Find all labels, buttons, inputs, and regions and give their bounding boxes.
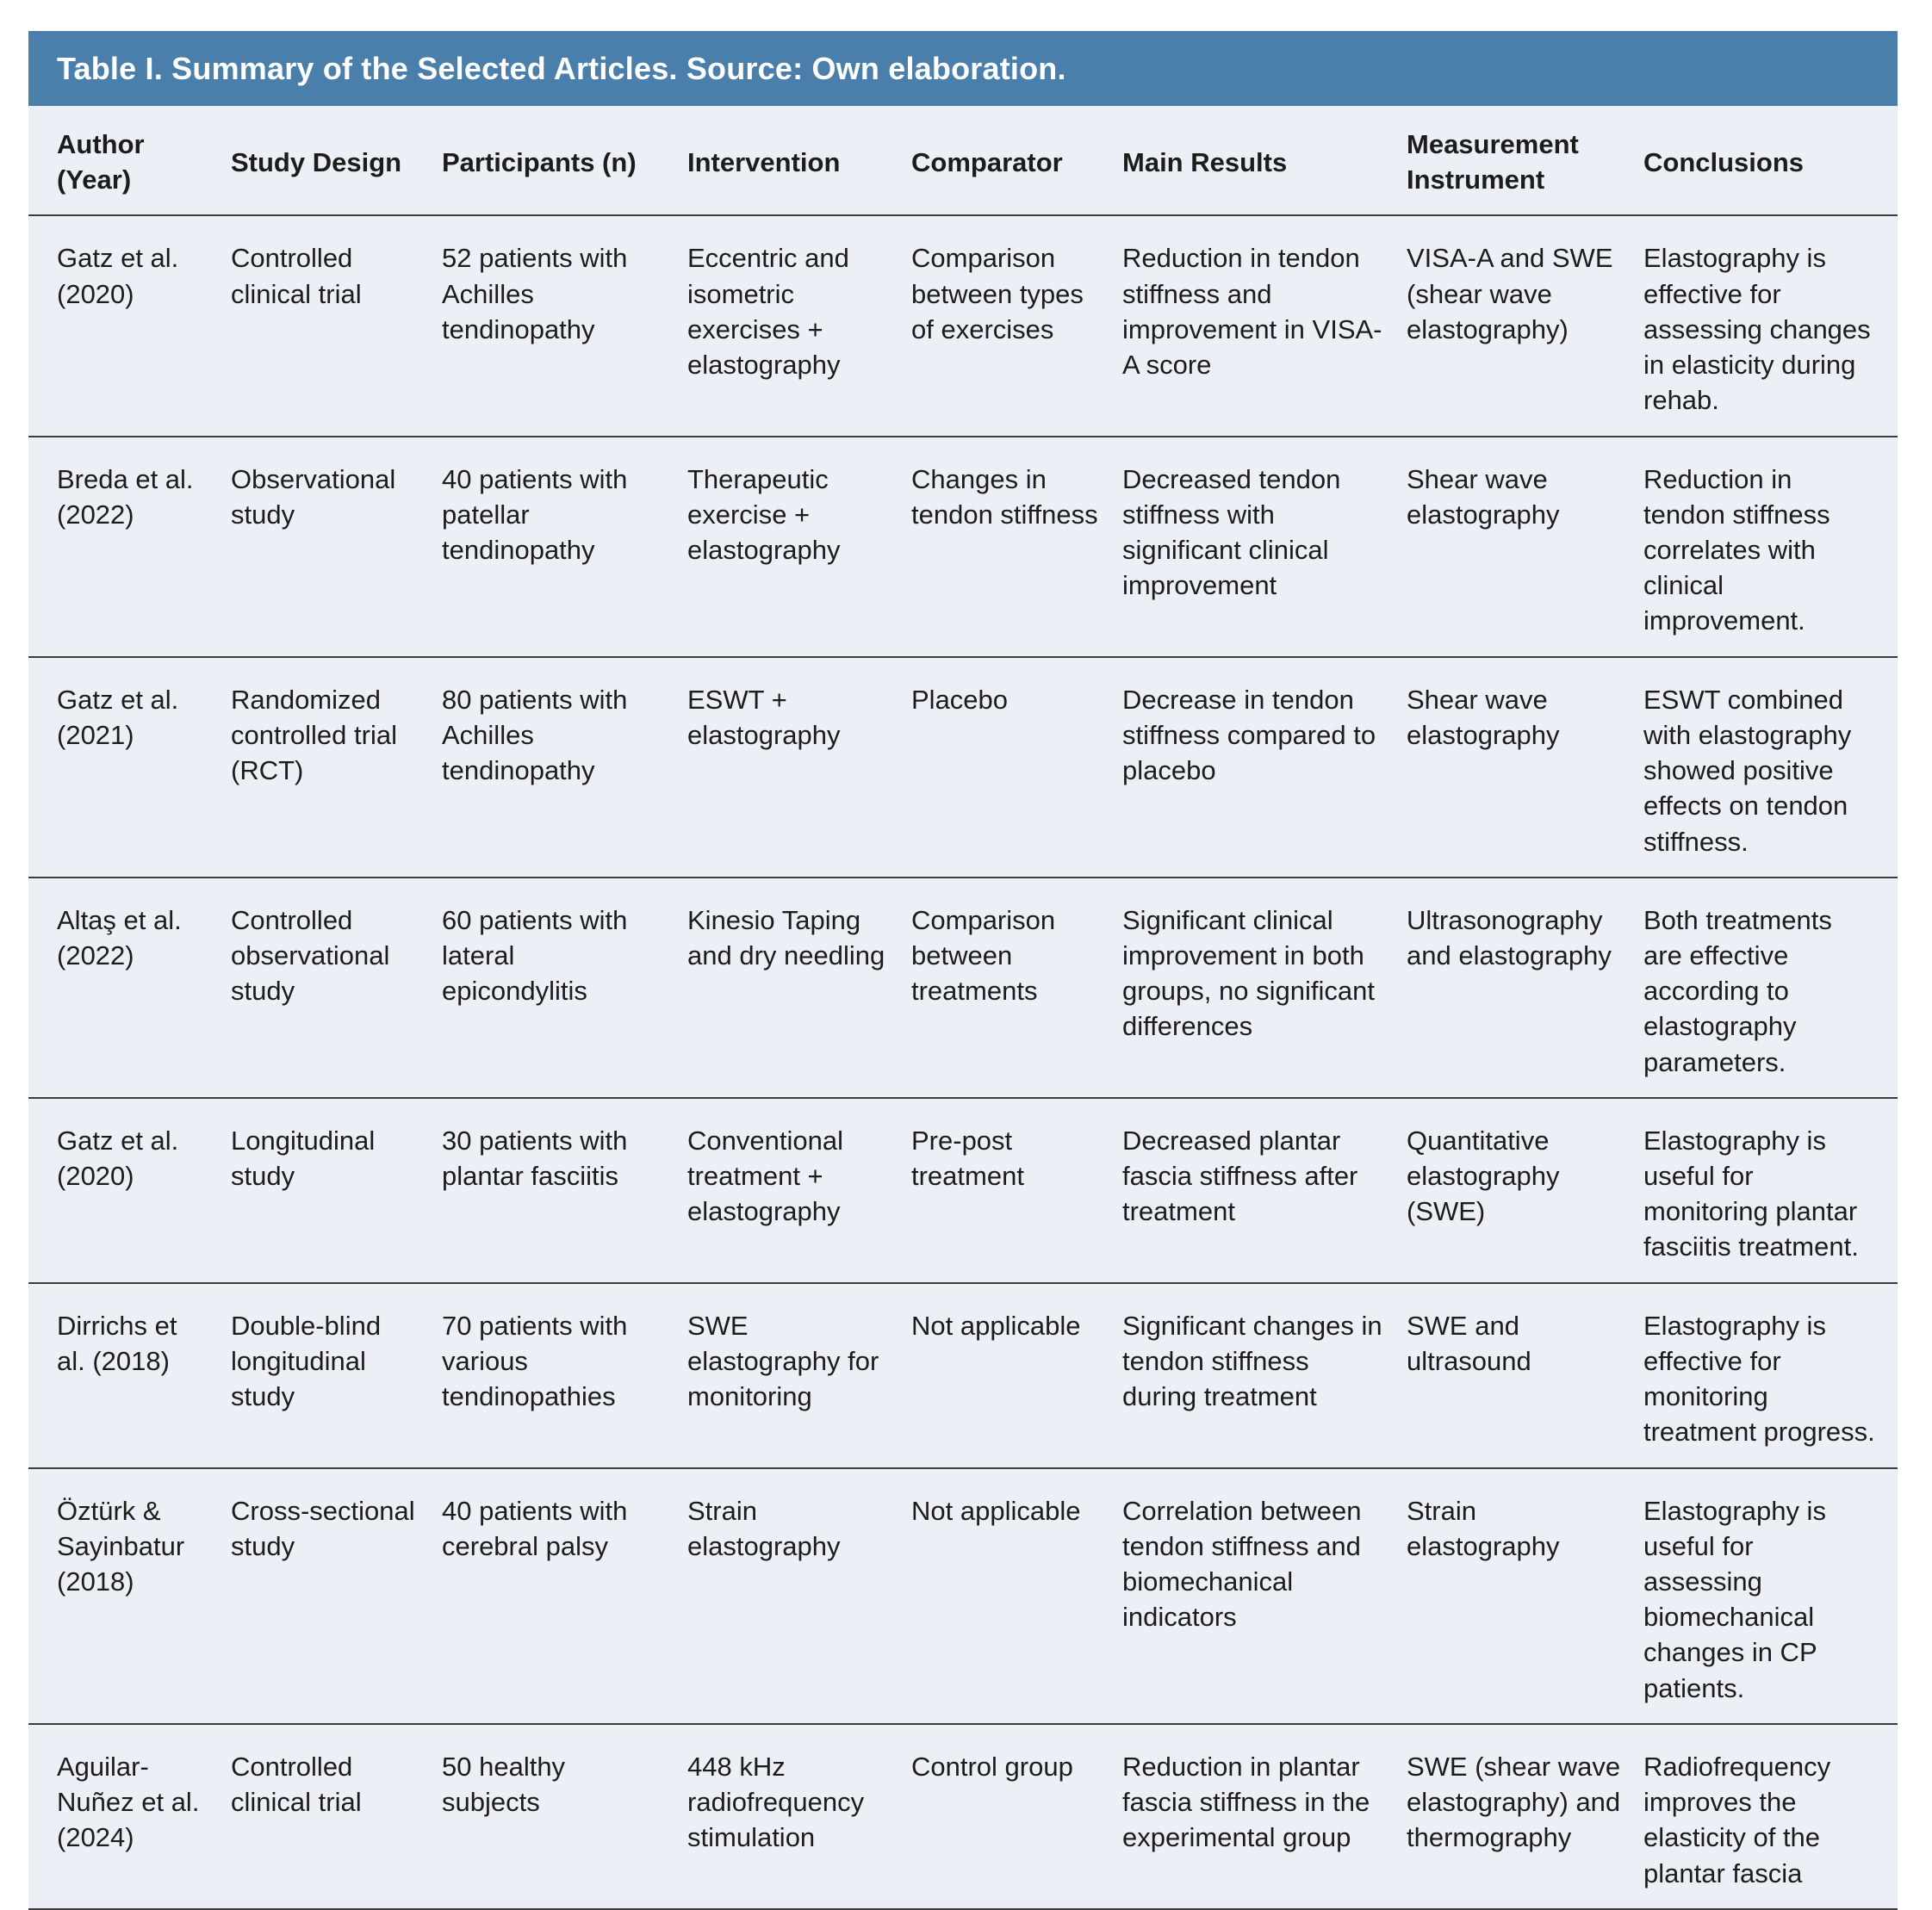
col-header-conclusions: Conclusions — [1643, 106, 1898, 217]
cell-comparator: Changes in tendon stiffness — [911, 436, 1122, 658]
col-header-participants: Participants (n) — [442, 106, 687, 217]
cell-study-design: Observational study — [231, 436, 442, 658]
cell-main-results: Decrease in tendon stiffness compared to… — [1122, 656, 1407, 878]
cell-conclusions: ESWT combined with elastography showed p… — [1643, 656, 1898, 878]
cell-main-results: Decreased tendon stiffness with signific… — [1122, 436, 1407, 658]
table-row: Altaş et al. (2022) Controlled observatio… — [28, 877, 1898, 1099]
cell-participants: 52 patients with Achilles tendinopathy — [442, 215, 687, 437]
cell-conclusions: Radiofrequency improves the elasticity o… — [1643, 1723, 1898, 1910]
cell-author: Gatz et al. (2020) — [28, 215, 231, 437]
cell-intervention: Therapeutic exercise + elastography — [687, 436, 911, 658]
table-body: Gatz et al. (2020) Controlled clinical tr… — [28, 215, 1898, 1910]
cell-measurement-instrument: Shear wave elastography — [1407, 436, 1643, 658]
cell-study-design: Double-blind longitudinal study — [231, 1282, 442, 1469]
cell-conclusions: Elastography is useful for assessing bio… — [1643, 1467, 1898, 1725]
cell-measurement-instrument: SWE (shear wave elastography) and thermo… — [1407, 1723, 1643, 1910]
col-header-intervention: Intervention — [687, 106, 911, 217]
cell-intervention: Kinesio Taping and dry needling — [687, 877, 911, 1099]
cell-measurement-instrument: SWE and ultrasound — [1407, 1282, 1643, 1469]
table-row: Breda et al. (2022) Observational study 40… — [28, 436, 1898, 658]
cell-comparator: Comparison between treatments — [911, 877, 1122, 1099]
cell-intervention: 448 kHz radiofrequency stimulation — [687, 1723, 911, 1910]
cell-intervention: ESWT + elastography — [687, 656, 911, 878]
table-row: Gatz et al. (2020) Longitudinal study 30 p… — [28, 1097, 1898, 1284]
cell-conclusions: Elastography is effective for assessing … — [1643, 215, 1898, 437]
cell-participants: 70 patients with various tendinopathies — [442, 1282, 687, 1469]
cell-measurement-instrument: Quantitative elastography (SWE) — [1407, 1097, 1643, 1284]
cell-measurement-instrument: Ultrasonography and elastography — [1407, 877, 1643, 1099]
cell-conclusions: Elastography is effective for monitoring… — [1643, 1282, 1898, 1469]
cell-participants: 40 patients with cerebral palsy — [442, 1467, 687, 1725]
col-header-comparator: Comparator — [911, 106, 1122, 217]
col-header-study-design: Study Design — [231, 106, 442, 217]
table-row: Öztürk & Sayinbatur (2018) Cross-sectiona… — [28, 1467, 1898, 1725]
cell-measurement-instrument: Strain elastography — [1407, 1467, 1643, 1725]
col-header-main-results: Main Results — [1122, 106, 1407, 217]
cell-author: Breda et al. (2022) — [28, 436, 231, 658]
table-row: Dirrichs et al. (2018) Double-blind longi… — [28, 1282, 1898, 1469]
col-header-author-year: Author (Year) — [28, 106, 231, 217]
cell-participants: 80 patients with Achilles tendinopathy — [442, 656, 687, 878]
cell-comparator: Pre-post treatment — [911, 1097, 1122, 1284]
cell-intervention: SWE elastography for monitoring — [687, 1282, 911, 1469]
cell-study-design: Controlled clinical trial — [231, 1723, 442, 1910]
cell-comparator: Not applicable — [911, 1282, 1122, 1469]
cell-comparator: Comparison between types of exercises — [911, 215, 1122, 437]
col-header-measurement-instrument: Measurement Instrument — [1407, 106, 1643, 217]
cell-main-results: Significant changes in tendon stiffness … — [1122, 1282, 1407, 1469]
cell-author: Altaş et al. (2022) — [28, 877, 231, 1099]
table-row: Gatz et al. (2020) Controlled clinical tr… — [28, 215, 1898, 437]
cell-participants: 40 patients with patellar tendinopathy — [442, 436, 687, 658]
cell-study-design: Controlled observational study — [231, 877, 442, 1099]
cell-comparator: Control group — [911, 1723, 1122, 1910]
cell-conclusions: Reduction in tendon stiffness correlates… — [1643, 436, 1898, 658]
cell-participants: 60 patients with lateral epicondylitis — [442, 877, 687, 1099]
cell-study-design: Longitudinal study — [231, 1097, 442, 1284]
cell-main-results: Correlation between tendon stiffness and… — [1122, 1467, 1407, 1725]
cell-participants: 50 healthy subjects — [442, 1723, 687, 1910]
cell-main-results: Reduction in tendon stiffness and improv… — [1122, 215, 1407, 437]
cell-conclusions: Both treatments are effective according … — [1643, 877, 1898, 1099]
cell-conclusions: Elastography is useful for monitoring pl… — [1643, 1097, 1898, 1284]
cell-intervention: Conventional treatment + elastography — [687, 1097, 911, 1284]
summary-table: Author (Year) Study Design Participants … — [28, 106, 1898, 1910]
header-row: Author (Year) Study Design Participants … — [28, 106, 1898, 217]
cell-study-design: Randomized controlled trial (RCT) — [231, 656, 442, 878]
cell-author: Aguilar-Nuñez et al. (2024) — [28, 1723, 231, 1910]
cell-intervention: Strain elastography — [687, 1467, 911, 1725]
table-header: Author (Year) Study Design Participants … — [28, 106, 1898, 217]
cell-author: Gatz et al. (2020) — [28, 1097, 231, 1284]
cell-main-results: Reduction in plantar fascia stiffness in… — [1122, 1723, 1407, 1910]
cell-intervention: Eccentric and isometric exercises + elas… — [687, 215, 911, 437]
table-title: Table I. Summary of the Selected Article… — [28, 31, 1898, 106]
cell-author: Gatz et al. (2021) — [28, 656, 231, 878]
cell-study-design: Controlled clinical trial — [231, 215, 442, 437]
cell-study-design: Cross-sectional study — [231, 1467, 442, 1725]
cell-participants: 30 patients with plantar fasciitis — [442, 1097, 687, 1284]
cell-measurement-instrument: Shear wave elastography — [1407, 656, 1643, 878]
table-row: Aguilar-Nuñez et al. (2024) Controlled cl… — [28, 1723, 1898, 1910]
cell-author: Öztürk & Sayinbatur (2018) — [28, 1467, 231, 1725]
cell-main-results: Significant clinical improvement in both… — [1122, 877, 1407, 1099]
article-table: Table I. Summary of the Selected Article… — [28, 31, 1898, 1910]
cell-measurement-instrument: VISA-A and SWE (shear wave elastography) — [1407, 215, 1643, 437]
cell-comparator: Not applicable — [911, 1467, 1122, 1725]
cell-main-results: Decreased plantar fascia stiffness after… — [1122, 1097, 1407, 1284]
cell-author: Dirrichs et al. (2018) — [28, 1282, 231, 1469]
table-row: Gatz et al. (2021) Randomized controlled … — [28, 656, 1898, 878]
cell-comparator: Placebo — [911, 656, 1122, 878]
